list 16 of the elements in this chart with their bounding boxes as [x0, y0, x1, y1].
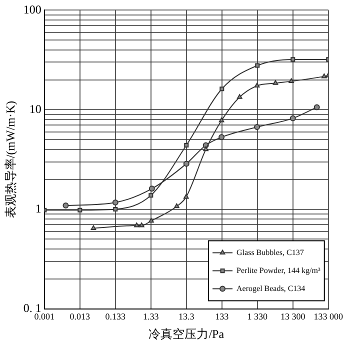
x-tick-label: 133 000: [314, 312, 344, 322]
x-tick-label: 133: [215, 312, 230, 322]
x-tick-label: 13.3: [178, 312, 195, 322]
y-tick-label: 1: [35, 201, 42, 216]
legend-label: Perlite Powder, 144 kg/m³: [236, 266, 321, 275]
x-tick-label: 0.133: [105, 312, 126, 322]
x-tick-label: 0.013: [70, 312, 91, 322]
x-axis-title: 冷真空压力/Pa: [148, 326, 225, 341]
y-tick-label: 100: [23, 2, 42, 16]
legend-label: Aerogel Beads, C134: [236, 284, 306, 293]
x-tick-label: 13 300: [280, 312, 306, 322]
x-tick-label: 1.33: [143, 312, 160, 322]
y-axis-title: 表观热导率/(mW/m·K): [3, 100, 18, 218]
y-tick-label: 10: [29, 102, 42, 116]
x-tick-label: 1 330: [247, 312, 268, 322]
legend-label: Glass Bubbles, C137: [236, 248, 304, 257]
